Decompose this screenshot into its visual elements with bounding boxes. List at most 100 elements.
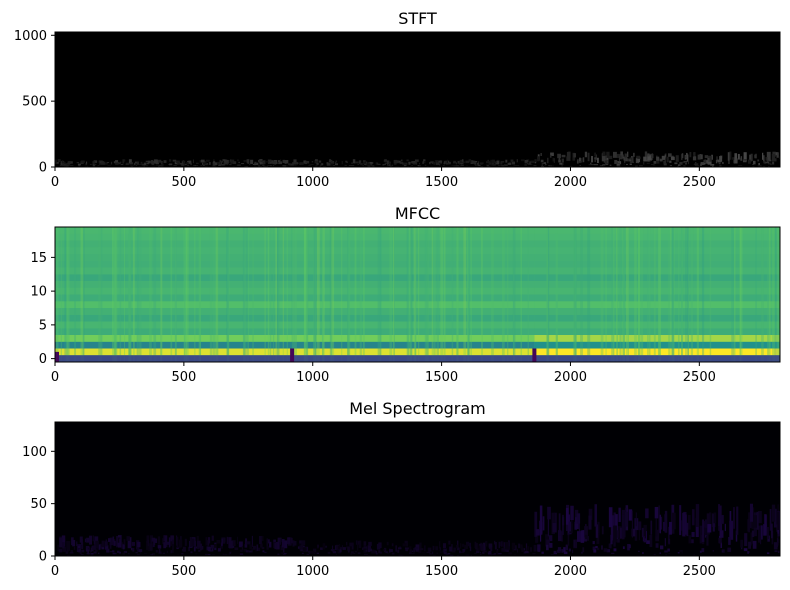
heatmap-cell	[207, 546, 211, 552]
heatmap-cell	[365, 162, 367, 166]
heatmap-cell	[363, 541, 367, 546]
heatmap-cell	[674, 162, 678, 165]
heatmap-stripe	[136, 227, 139, 362]
heatmap-cell	[443, 161, 446, 165]
heatmap-cell	[713, 512, 717, 524]
heatmap-cell	[579, 157, 581, 162]
heatmap-cell	[55, 233, 293, 241]
heatmap-cell	[232, 540, 236, 547]
heatmap-cell	[533, 544, 537, 552]
heatmap-cell	[55, 355, 293, 362]
heatmap-cell	[465, 544, 468, 550]
heatmap-cell	[67, 555, 71, 556]
heatmap-cell	[686, 522, 689, 537]
heatmap-stripe	[774, 227, 777, 362]
heatmap-cell	[90, 547, 92, 552]
heatmap-cell	[128, 159, 132, 164]
heatmap-cell	[115, 160, 119, 163]
segment-edge	[55, 351, 59, 362]
heatmap-cell	[112, 550, 115, 553]
heatmap-cell	[260, 535, 264, 541]
heatmap-cell	[216, 539, 221, 544]
heatmap-cell	[559, 162, 563, 165]
heatmap-cell	[270, 165, 272, 167]
heatmap-cell	[507, 163, 510, 165]
heatmap-cell	[173, 165, 177, 166]
heatmap-cell	[515, 165, 519, 167]
heatmap-cell	[132, 547, 135, 552]
heatmap-stripe	[668, 227, 670, 362]
heatmap-cell	[721, 549, 725, 553]
heatmap-cell	[617, 162, 621, 165]
heatmap-stripe	[546, 227, 548, 362]
heatmap-cell	[363, 546, 368, 551]
heatmap-cell	[532, 552, 536, 555]
x-tick-label: 1500	[425, 564, 458, 579]
heatmap-cell	[704, 527, 707, 536]
heatmap-cell	[527, 546, 530, 551]
heatmap-cell	[69, 552, 74, 554]
heatmap-stripe	[149, 227, 152, 362]
heatmap-cell	[469, 546, 472, 552]
heatmap-cell	[369, 163, 372, 166]
heatmap-stripe	[772, 227, 776, 362]
heatmap-stripe	[275, 227, 277, 362]
heatmap-cell	[377, 163, 381, 165]
heatmap-stripe	[119, 227, 122, 362]
heatmap-stripe	[252, 227, 254, 362]
heatmap-cell	[300, 544, 303, 549]
heatmap-cell	[213, 159, 215, 162]
heatmap-cell	[766, 552, 770, 555]
heatmap-cell	[695, 504, 700, 527]
heatmap-stripe	[512, 227, 515, 362]
heatmap-stripe	[246, 227, 248, 362]
heatmap-cell	[577, 159, 579, 164]
heatmap-stripe	[66, 227, 69, 362]
heatmap-cell	[440, 162, 442, 164]
heatmap-cell	[55, 287, 293, 295]
heatmap-cell	[106, 162, 110, 164]
heatmap-stripe	[657, 227, 661, 362]
x-tick-label: 1000	[296, 175, 329, 190]
heatmap-cell	[501, 165, 505, 167]
heatmap-cell	[62, 163, 65, 166]
heatmap-cell	[609, 164, 612, 166]
x-tick-label: 2500	[683, 564, 716, 579]
heatmap-cell	[55, 227, 293, 234]
heatmap-cell	[292, 254, 535, 261]
heatmap-stripe	[227, 227, 229, 362]
heatmap-cell	[689, 151, 692, 158]
heatmap-cell	[341, 160, 343, 165]
heatmap-cell	[258, 160, 261, 164]
heatmap-cell	[397, 547, 402, 550]
heatmap-cell	[362, 160, 366, 165]
heatmap-cell	[627, 543, 630, 551]
heatmap-cell	[163, 535, 166, 542]
heatmap-cell	[742, 160, 747, 163]
heatmap-cell	[588, 515, 592, 530]
heatmap-cell	[537, 156, 540, 162]
heatmap-cell	[475, 551, 480, 553]
heatmap-cell	[326, 163, 331, 166]
heatmap-cell	[292, 260, 535, 268]
y-tick-label: 1000	[14, 29, 47, 44]
heatmap-cell	[313, 552, 316, 554]
heatmap-cell	[535, 529, 540, 536]
heatmap-cell	[244, 544, 248, 548]
heatmap-cell	[548, 535, 553, 542]
heatmap-cell	[266, 546, 269, 550]
heatmap-cell	[687, 160, 689, 165]
heatmap-stripe	[322, 227, 325, 362]
heatmap-cell	[301, 540, 306, 546]
heatmap-cell	[618, 507, 621, 522]
heatmap-cell	[777, 550, 780, 554]
heatmap-cell	[751, 530, 755, 537]
heatmap-cell	[117, 162, 121, 165]
heatmap-cell	[168, 537, 171, 548]
heatmap-cell	[608, 543, 612, 549]
heatmap-cell	[86, 161, 88, 165]
x-tick-label: 0	[51, 175, 59, 190]
heatmap-cell	[686, 154, 689, 162]
heatmap-cell	[663, 160, 667, 164]
heatmap-cell	[350, 553, 352, 555]
